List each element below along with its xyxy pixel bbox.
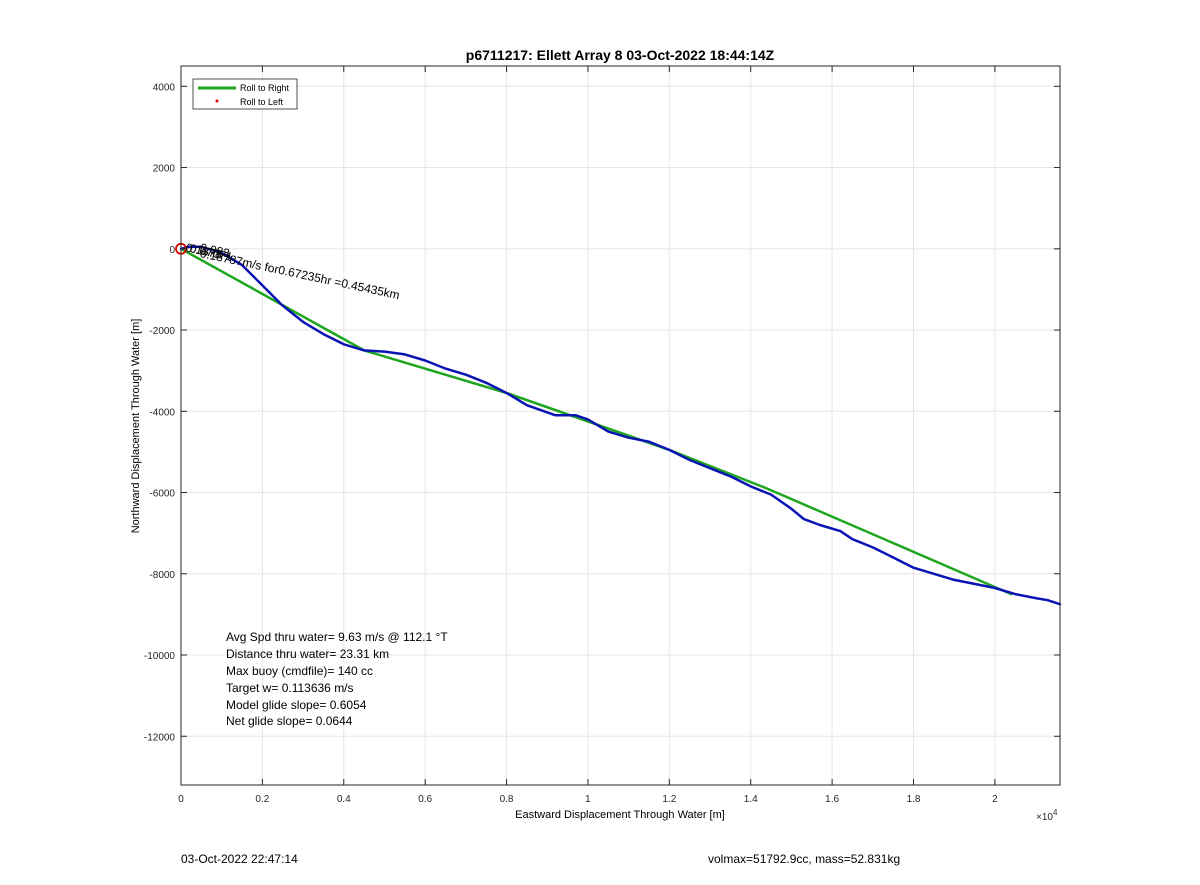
x-axis-label: Eastward Displacement Through Water [m]: [515, 809, 725, 821]
y-tick-label: -4000: [149, 407, 175, 418]
stats-block: Avg Spd thru water= 9.63 m/s @ 112.1 °T …: [226, 630, 448, 728]
footer-volmax-mass: volmax=51792.9cc, mass=52.831kg: [708, 852, 901, 866]
x-tick-label: 0: [178, 794, 184, 805]
y-tick-label: 0: [169, 245, 175, 256]
y-tick-label: -12000: [144, 732, 176, 743]
series-trajectory-line: [179, 245, 1062, 606]
y-axis-label: Northward Displacement Through Water [m]: [130, 319, 142, 534]
x-tick-label: 1.8: [907, 794, 921, 805]
y-tick-label: -8000: [149, 570, 175, 581]
x-tick-label: 0.6: [418, 794, 432, 805]
tick-layer: 0 0.2 0.4 0.6 0.8 1 1.2 1.4 1.6 1.8 2 4000 2000 0 -200…: [144, 66, 1060, 805]
x-tick-label: 1: [585, 794, 591, 805]
y-tick-label: -10000: [144, 651, 176, 662]
y-tick-label: 2000: [153, 164, 176, 175]
y-tick-label: -2000: [149, 326, 175, 337]
grid-lines: [180, 66, 1060, 785]
footer-timestamp: 03-Oct-2022 22:47:14: [181, 852, 298, 866]
stat-max-buoy: Max buoy (cmdfile)= 140 cc: [226, 664, 373, 678]
stat-distance: Distance thru water= 23.31 km: [226, 647, 389, 661]
stat-target-w: Target w= 0.113636 m/s: [226, 681, 354, 695]
x-tick-label: 0.8: [500, 794, 514, 805]
trajectory-annotation: 0.083: [199, 240, 232, 260]
stat-avg-speed: Avg Spd thru water= 9.63 m/s @ 112.1 °T: [226, 630, 448, 644]
x-tick-label: 1.4: [744, 794, 758, 805]
x-tick-label: 2: [992, 794, 998, 805]
legend-swatch-roll-left: [215, 99, 219, 103]
axes-box: [180, 65, 1061, 786]
y-tick-label: 4000: [153, 82, 176, 93]
x-tick-label: 0.4: [337, 794, 351, 805]
stat-net-glide: Net glide slope= 0.0644: [226, 714, 353, 728]
x-exponent-label: ×104: [1036, 808, 1058, 823]
x-tick-label: 1.2: [662, 794, 676, 805]
series-layer: [179, 245, 1062, 606]
legend-box: [192, 78, 298, 110]
chart-title: p6711217: Ellett Array 8 03-Oct-2022 18:…: [466, 47, 775, 63]
y-tick-label: -6000: [149, 489, 175, 500]
x-tick-label: 1.6: [825, 794, 839, 805]
legend: Roll to Right Roll to Left: [192, 78, 298, 110]
x-tick-label: 0.2: [255, 794, 269, 805]
legend-label-roll-left: Roll to Left: [240, 97, 284, 107]
series-roll-to-right-line: [179, 247, 1013, 596]
stat-model-glide: Model glide slope= 0.6054: [226, 698, 367, 712]
legend-label-roll-right: Roll to Right: [240, 83, 290, 93]
